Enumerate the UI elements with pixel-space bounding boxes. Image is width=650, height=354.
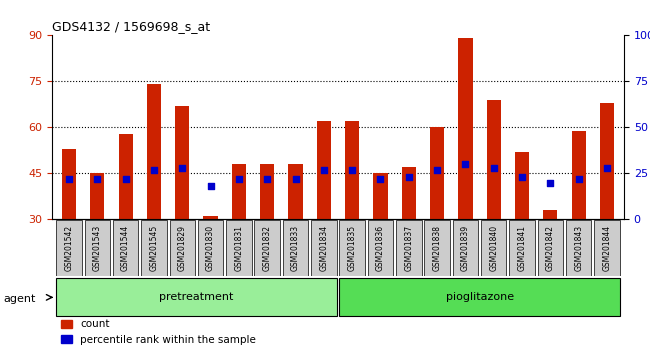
Text: GSM201833: GSM201833 xyxy=(291,225,300,271)
FancyBboxPatch shape xyxy=(396,220,422,275)
Text: GSM201837: GSM201837 xyxy=(404,225,413,271)
FancyBboxPatch shape xyxy=(57,220,82,275)
Bar xyxy=(232,164,246,219)
Bar xyxy=(430,127,444,219)
Point xyxy=(432,167,442,173)
FancyBboxPatch shape xyxy=(481,220,506,275)
FancyBboxPatch shape xyxy=(198,220,224,275)
Point xyxy=(291,176,301,182)
Text: GSM201543: GSM201543 xyxy=(93,225,102,271)
Text: GSM201842: GSM201842 xyxy=(546,225,555,271)
Bar xyxy=(373,173,387,219)
Legend: count, percentile rank within the sample: count, percentile rank within the sample xyxy=(57,315,260,349)
Text: GSM201832: GSM201832 xyxy=(263,225,272,271)
Bar xyxy=(203,216,218,219)
FancyBboxPatch shape xyxy=(254,220,280,275)
FancyBboxPatch shape xyxy=(311,220,337,275)
Text: GSM201838: GSM201838 xyxy=(433,225,441,271)
Bar xyxy=(515,152,529,219)
Point xyxy=(318,167,329,173)
FancyBboxPatch shape xyxy=(339,278,619,316)
FancyBboxPatch shape xyxy=(510,220,535,275)
Text: GSM201834: GSM201834 xyxy=(319,225,328,271)
FancyBboxPatch shape xyxy=(283,220,308,275)
Text: GSM201840: GSM201840 xyxy=(489,225,499,271)
Point xyxy=(92,176,103,182)
Bar xyxy=(458,39,473,219)
FancyBboxPatch shape xyxy=(452,220,478,275)
Point xyxy=(404,174,414,180)
Point xyxy=(602,165,612,171)
Point xyxy=(460,161,471,167)
FancyBboxPatch shape xyxy=(368,220,393,275)
Text: pioglitazone: pioglitazone xyxy=(445,292,514,302)
Text: pretreatment: pretreatment xyxy=(159,292,233,302)
Bar xyxy=(345,121,359,219)
Bar xyxy=(317,121,331,219)
Bar xyxy=(260,164,274,219)
Text: agent: agent xyxy=(3,294,36,304)
Point xyxy=(375,176,385,182)
Text: GSM201545: GSM201545 xyxy=(150,225,159,271)
Bar xyxy=(176,106,189,219)
Bar xyxy=(118,133,133,219)
FancyBboxPatch shape xyxy=(57,278,337,316)
Bar xyxy=(571,131,586,219)
Bar xyxy=(402,167,416,219)
Bar xyxy=(600,103,614,219)
Text: GSM201831: GSM201831 xyxy=(235,225,243,271)
Point xyxy=(347,167,358,173)
Bar xyxy=(543,210,558,219)
FancyBboxPatch shape xyxy=(594,220,619,275)
Text: GSM201835: GSM201835 xyxy=(348,225,357,271)
Text: GSM201844: GSM201844 xyxy=(603,225,612,271)
FancyBboxPatch shape xyxy=(226,220,252,275)
Point xyxy=(234,176,244,182)
Point xyxy=(262,176,272,182)
Text: GSM201544: GSM201544 xyxy=(121,225,130,271)
Point xyxy=(64,176,74,182)
Point xyxy=(149,167,159,173)
Bar xyxy=(90,173,105,219)
Bar xyxy=(62,149,76,219)
FancyBboxPatch shape xyxy=(538,220,563,275)
Text: GSM201830: GSM201830 xyxy=(206,225,215,271)
Point xyxy=(489,165,499,171)
Point xyxy=(205,183,216,189)
Text: GSM201839: GSM201839 xyxy=(461,225,470,271)
Text: GDS4132 / 1569698_s_at: GDS4132 / 1569698_s_at xyxy=(52,20,210,33)
FancyBboxPatch shape xyxy=(113,220,138,275)
FancyBboxPatch shape xyxy=(424,220,450,275)
Text: GSM201843: GSM201843 xyxy=(574,225,583,271)
Point xyxy=(573,176,584,182)
Bar xyxy=(487,100,501,219)
Point xyxy=(120,176,131,182)
FancyBboxPatch shape xyxy=(170,220,195,275)
Bar xyxy=(147,85,161,219)
Point xyxy=(177,165,187,171)
Text: GSM201829: GSM201829 xyxy=(177,225,187,271)
Text: GSM201836: GSM201836 xyxy=(376,225,385,271)
Bar xyxy=(289,164,303,219)
Point xyxy=(517,174,527,180)
Point xyxy=(545,180,556,185)
FancyBboxPatch shape xyxy=(141,220,166,275)
FancyBboxPatch shape xyxy=(84,220,110,275)
Text: GSM201841: GSM201841 xyxy=(517,225,526,271)
Text: GSM201542: GSM201542 xyxy=(64,225,73,271)
FancyBboxPatch shape xyxy=(339,220,365,275)
FancyBboxPatch shape xyxy=(566,220,592,275)
